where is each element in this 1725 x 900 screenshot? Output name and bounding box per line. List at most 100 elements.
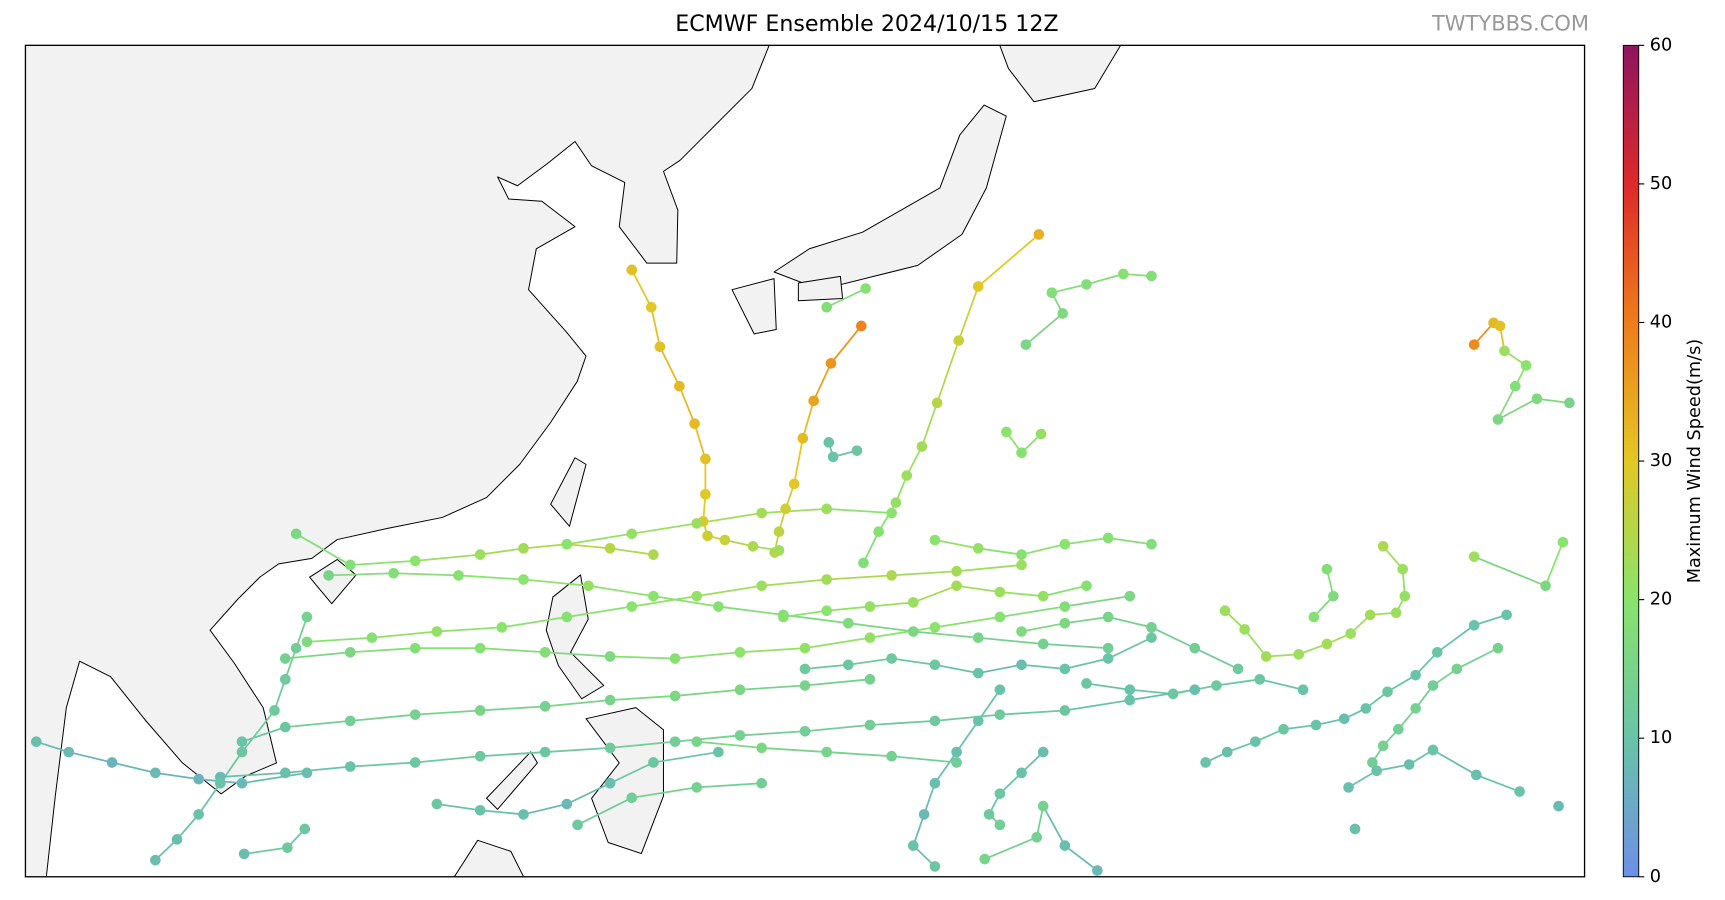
colorbar-tick-label: 30 bbox=[1650, 451, 1673, 471]
track-point bbox=[691, 782, 703, 793]
track-segment bbox=[577, 797, 633, 826]
track-segment bbox=[1051, 283, 1087, 294]
track-point bbox=[808, 395, 819, 407]
track-segment bbox=[631, 595, 697, 608]
kyushu bbox=[731, 278, 777, 335]
track-point bbox=[193, 809, 204, 820]
track-point bbox=[1399, 590, 1411, 602]
track-segment bbox=[1086, 273, 1124, 286]
track-point bbox=[1553, 800, 1564, 812]
track-point bbox=[825, 358, 837, 369]
track-point bbox=[994, 586, 1006, 598]
track-point bbox=[344, 559, 356, 571]
track-segment bbox=[111, 761, 156, 774]
track-segment bbox=[1243, 628, 1267, 658]
track-segment bbox=[1436, 624, 1475, 654]
track-point bbox=[431, 798, 443, 810]
track-segment bbox=[1108, 537, 1152, 546]
track-point bbox=[823, 437, 835, 448]
track-segment bbox=[1064, 699, 1130, 712]
track-point bbox=[583, 580, 594, 592]
track-segment bbox=[793, 438, 804, 485]
track-point bbox=[713, 746, 724, 758]
track-point bbox=[797, 432, 809, 444]
track-point bbox=[1059, 617, 1071, 629]
track-point bbox=[1494, 320, 1506, 332]
track-segment bbox=[923, 782, 936, 815]
track-point bbox=[674, 380, 685, 392]
track-segment bbox=[999, 709, 1065, 716]
track-point bbox=[1250, 736, 1261, 747]
track-point bbox=[994, 611, 1006, 623]
track-point bbox=[1146, 632, 1157, 644]
track-point bbox=[951, 746, 962, 758]
track-segment bbox=[739, 647, 806, 654]
track-point bbox=[821, 746, 832, 758]
track-point bbox=[1001, 426, 1012, 438]
track-point bbox=[301, 611, 313, 623]
track-segment bbox=[912, 814, 925, 846]
track-point bbox=[1492, 642, 1504, 654]
track-point bbox=[431, 626, 443, 637]
track-point bbox=[1102, 642, 1114, 654]
colorbar-tick-label: 40 bbox=[1650, 312, 1673, 332]
track-point bbox=[236, 777, 248, 789]
track-point bbox=[409, 642, 421, 654]
track-point bbox=[1081, 580, 1092, 592]
track-point bbox=[323, 570, 334, 581]
track-segment bbox=[653, 751, 719, 764]
track-point bbox=[626, 528, 638, 540]
track-segment bbox=[761, 578, 827, 587]
colorbar bbox=[1622, 44, 1640, 878]
track-point bbox=[1564, 397, 1575, 409]
palawan bbox=[486, 751, 538, 810]
track-point bbox=[1059, 538, 1071, 550]
track-point bbox=[1514, 786, 1525, 797]
track-point bbox=[1124, 684, 1136, 696]
track-point bbox=[1059, 663, 1071, 675]
track-point bbox=[474, 750, 486, 762]
track-point bbox=[1219, 605, 1231, 617]
track-point bbox=[193, 773, 204, 785]
track-point bbox=[1343, 782, 1354, 793]
track-segment bbox=[393, 572, 459, 577]
track-segment bbox=[783, 609, 827, 618]
colorbar-label: Maximum Wind Speed(m/s) bbox=[1685, 339, 1705, 583]
track-segment bbox=[1432, 749, 1477, 776]
track-point bbox=[734, 684, 746, 696]
track-point bbox=[1468, 339, 1480, 350]
track-segment bbox=[1473, 555, 1546, 587]
track-point bbox=[518, 543, 529, 554]
track-segment bbox=[1064, 616, 1109, 625]
track-segment bbox=[659, 346, 681, 387]
track-segment bbox=[650, 307, 661, 347]
track-segment bbox=[1266, 653, 1299, 658]
track-point bbox=[648, 757, 659, 768]
track-segment bbox=[978, 636, 1044, 645]
track-segment bbox=[696, 782, 762, 789]
borneo bbox=[453, 839, 525, 877]
track-point bbox=[1102, 653, 1114, 664]
track-point bbox=[1211, 680, 1222, 691]
track-point bbox=[929, 861, 941, 872]
track-point bbox=[799, 680, 811, 691]
track-point bbox=[1016, 767, 1027, 779]
track-point bbox=[366, 632, 378, 644]
track-segment bbox=[891, 570, 957, 577]
track-point bbox=[279, 674, 291, 685]
track-point bbox=[1016, 559, 1027, 571]
track-point bbox=[756, 742, 767, 754]
track-point bbox=[561, 611, 573, 623]
track-point bbox=[604, 543, 616, 554]
track-segment bbox=[761, 747, 827, 753]
track-segment bbox=[285, 720, 351, 729]
track-segment bbox=[913, 630, 979, 639]
track-point bbox=[63, 746, 75, 758]
track-point bbox=[1254, 674, 1266, 685]
track-point bbox=[1059, 840, 1071, 851]
track-point bbox=[1059, 705, 1071, 716]
track-segment bbox=[891, 755, 957, 764]
track-segment bbox=[1151, 626, 1196, 649]
track-point bbox=[604, 694, 616, 706]
track-segment bbox=[1259, 678, 1304, 691]
